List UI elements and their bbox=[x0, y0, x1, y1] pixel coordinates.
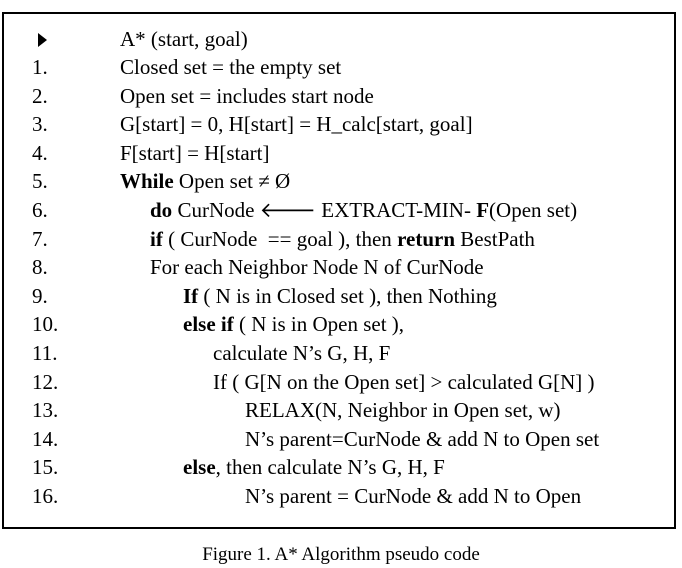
line-code: if ( CurNode == goal ), then return Best… bbox=[150, 225, 535, 253]
line-code: Closed set = the empty set bbox=[120, 53, 341, 81]
line-code: For each Neighbor Node N of CurNode bbox=[150, 253, 484, 281]
pseudo-code-line: 6. do CurNode 🡐 EXTRACT-MIN- F(Open set) bbox=[4, 196, 676, 224]
line-code: If ( N is in Closed set ), then Nothing bbox=[183, 282, 497, 310]
line-code: else, then calculate N’s G, H, F bbox=[183, 453, 445, 481]
keyword: else if bbox=[183, 312, 234, 337]
code-text: RELAX(N, Neighbor in Open set, w) bbox=[245, 398, 561, 423]
keyword: return bbox=[397, 226, 455, 251]
line-number: 5. bbox=[32, 169, 48, 194]
code-text: N’s parent=CurNode & add N to Open set bbox=[245, 426, 600, 451]
line-code: N’s parent = CurNode & add N to Open bbox=[245, 482, 581, 510]
code-text: Closed set = the empty set bbox=[120, 55, 342, 79]
code-text: , then calculate N’s G, H, F bbox=[215, 455, 445, 480]
algorithm-header: A* (start, goal) bbox=[120, 27, 248, 51]
pseudo-code-line: 16. N’s parent = CurNode & add N to Open bbox=[4, 482, 676, 510]
line-code: If ( G[N on the Open set] > calculated G… bbox=[213, 368, 595, 396]
line-number: 7. bbox=[32, 226, 48, 251]
pseudo-code-line: 11. calculate N’s G, H, F bbox=[4, 339, 676, 367]
pseudo-code-line: 9. If ( N is in Closed set ), then Nothin… bbox=[4, 282, 676, 310]
line-code: G[start] = 0, H[start] = H_calc[start, g… bbox=[120, 110, 473, 138]
line-number: 15. bbox=[32, 455, 59, 480]
code-text: ( CurNode == goal ), then bbox=[162, 226, 398, 251]
line-code: While Open set ≠ Ø bbox=[120, 167, 290, 195]
line-number: 11. bbox=[32, 341, 58, 365]
pseudo-code-line: 15. else, then calculate N’s G, H, F bbox=[4, 453, 676, 481]
pseudo-code-line: 7. if ( CurNode == goal ), then return Be… bbox=[4, 225, 676, 253]
line-code: do CurNode 🡐 EXTRACT-MIN- F(Open set) bbox=[150, 196, 577, 224]
code-text: Open set ≠ Ø bbox=[173, 169, 291, 194]
line-number: 12. bbox=[32, 369, 59, 394]
code-text: G[start] = 0, H[start] = H_calc[start, g… bbox=[120, 112, 473, 137]
line-code: RELAX(N, Neighbor in Open set, w) bbox=[245, 396, 561, 424]
line-code: Open set = includes start node bbox=[120, 82, 374, 110]
line-number: 1. bbox=[32, 55, 48, 79]
pseudo-code-line: 2. Open set = includes start node bbox=[4, 82, 676, 110]
code-text: ( N is in Closed set ), then Nothing bbox=[198, 283, 497, 308]
code-text: If ( G[N on the Open set] > calculated G… bbox=[213, 369, 595, 394]
line-number: 2. bbox=[32, 83, 48, 108]
line-code: else if ( N is in Open set ), bbox=[183, 310, 404, 338]
keyword: F bbox=[476, 198, 490, 222]
keyword: if bbox=[150, 226, 163, 251]
algorithm-header-row: A* (start, goal) bbox=[4, 25, 676, 53]
pseudo-code-line: 1. Closed set = the empty set bbox=[4, 53, 676, 81]
line-number: 6. bbox=[32, 198, 48, 222]
code-text: ( N is in Open set ), bbox=[233, 312, 405, 337]
keyword: do bbox=[150, 198, 173, 222]
line-number: 9. bbox=[32, 283, 48, 308]
line-number: 4. bbox=[32, 140, 48, 165]
pseudo-code-line: 5. While Open set ≠ Ø bbox=[4, 167, 676, 195]
line-number: 10. bbox=[32, 312, 59, 337]
code-text: CurNode 🡐 EXTRACT-MIN- bbox=[172, 198, 477, 222]
line-code: F[start] = H[start] bbox=[120, 139, 269, 167]
pseudo-code-line: 13. RELAX(N, Neighbor in Open set, w) bbox=[4, 396, 676, 424]
keyword: else bbox=[183, 455, 216, 480]
pseudo-code-line: 8. For each Neighbor Node N of CurNode bbox=[4, 253, 676, 281]
pseudo-code-line: 10. else if ( N is in Open set ), bbox=[4, 310, 676, 338]
code-text: For each Neighbor Node N of CurNode bbox=[150, 255, 484, 280]
keyword: If bbox=[183, 283, 199, 308]
code-text: BestPath bbox=[455, 226, 535, 251]
line-number: 14. bbox=[32, 426, 59, 451]
code-text: Open set = includes start node bbox=[120, 83, 374, 108]
line-number: 16. bbox=[32, 484, 59, 508]
algorithm-box: A* (start, goal) 1. Closed set = the empt… bbox=[2, 12, 676, 529]
line-code: calculate N’s G, H, F bbox=[213, 339, 390, 367]
line-number: 13. bbox=[32, 398, 59, 423]
code-text: calculate N’s G, H, F bbox=[213, 341, 391, 365]
pseudo-code-line: 12. If ( G[N on the Open set] > calculate… bbox=[4, 368, 676, 396]
pseudo-code-line: 3. G[start] = 0, H[start] = H_calc[start,… bbox=[4, 110, 676, 138]
figure-caption: Figure 1. A* Algorithm pseudo code bbox=[202, 544, 480, 565]
code-text: F[start] = H[start] bbox=[120, 140, 270, 165]
line-number: 8. bbox=[32, 255, 48, 280]
code-text: N’s parent = CurNode & add N to Open bbox=[245, 484, 582, 508]
code-text: (Open set) bbox=[489, 198, 578, 222]
keyword: While bbox=[120, 169, 174, 194]
pseudo-code-line: 14. N’s parent=CurNode & add N to Open se… bbox=[4, 425, 676, 453]
line-number: 3. bbox=[32, 112, 48, 137]
pseudo-code-line: 4. F[start] = H[start] bbox=[4, 139, 676, 167]
triangle-bullet-icon bbox=[38, 33, 47, 47]
line-code: N’s parent=CurNode & add N to Open set bbox=[245, 425, 599, 453]
